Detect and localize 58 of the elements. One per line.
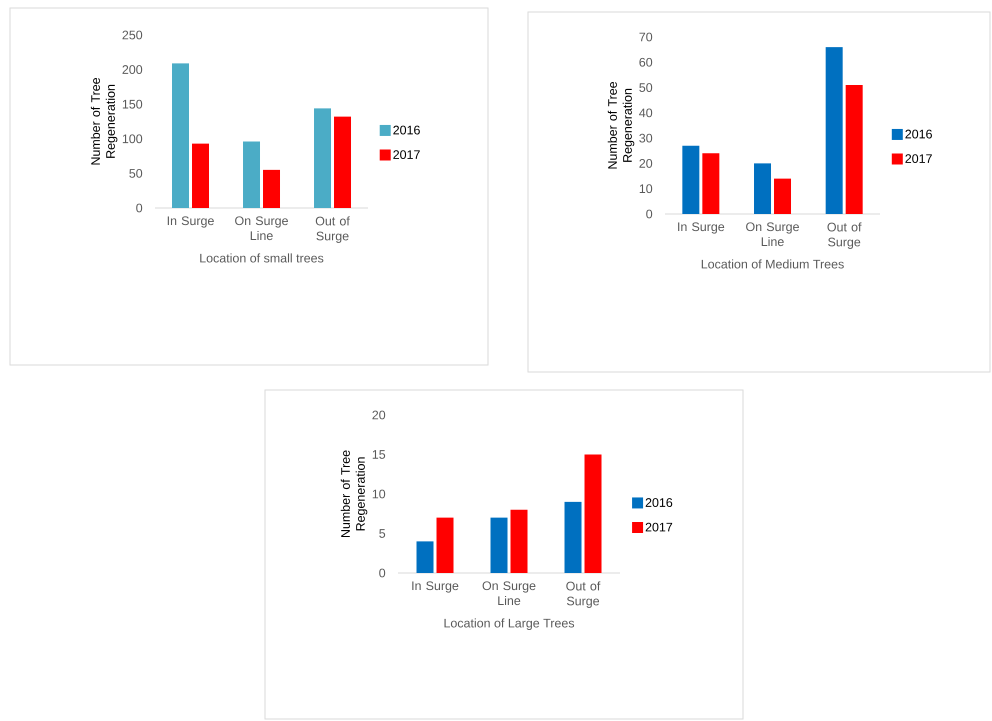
bar (172, 63, 190, 208)
y-axis-title: Number of Tree Regeneration (90, 78, 118, 165)
y-axis-title: Number of Tree Regeneration (608, 82, 634, 169)
y-tick-label: 60 (639, 58, 652, 67)
bar (584, 454, 602, 573)
bar (334, 116, 352, 208)
x-tick-label: On Surge Line (235, 216, 288, 240)
bar (192, 144, 210, 208)
bar (564, 502, 582, 573)
y-tick-label: 0 (379, 568, 386, 578)
x-axis-title: Location of Medium Trees (702, 259, 844, 269)
bar (774, 178, 792, 214)
y-axis-title: Number of Tree Regeneration (340, 450, 368, 538)
y-tick-label: 30 (639, 134, 652, 143)
bar (416, 541, 434, 573)
bar (754, 163, 772, 214)
x-tick-label: Out of Surge (316, 216, 350, 243)
y-tick-label: 5 (379, 529, 386, 538)
bar (490, 518, 508, 573)
bar (846, 85, 863, 214)
y-tick-label: 50 (129, 168, 142, 178)
bar (702, 153, 720, 214)
y-tick-label: 70 (639, 32, 652, 42)
legend-label: 2017 (905, 154, 932, 164)
y-tick-label: 40 (639, 108, 652, 118)
x-tick-label: Out of Surge (827, 222, 862, 249)
bar (826, 47, 843, 214)
x-tick-label: In Surge (678, 222, 724, 234)
x-tick-label: Out of Surge (566, 581, 600, 608)
legend-label: 2016 (393, 126, 420, 134)
x-tick-label: In Surge (412, 581, 458, 593)
x-tick-label: In Surge (168, 216, 214, 228)
y-tick-label: 10 (372, 490, 386, 498)
bar (682, 146, 700, 214)
bar (263, 170, 280, 208)
legend-label: 2017 (393, 150, 420, 160)
bar (243, 142, 260, 208)
x-axis-title: Location of small trees (200, 253, 324, 263)
y-tick-label: 0 (136, 204, 142, 212)
y-tick-label: 100 (122, 134, 142, 144)
x-tick-label: On Surge Line (482, 581, 536, 606)
y-tick-label: 15 (372, 450, 386, 459)
y-tick-label: 10 (640, 184, 652, 194)
y-tick-label: 0 (646, 210, 652, 218)
y-tick-label: 20 (639, 159, 652, 168)
bar (436, 518, 454, 573)
x-axis-title: Location of Large Trees (444, 618, 574, 630)
x-tick-label: On Surge Line (746, 222, 799, 246)
y-tick-label: 20 (372, 410, 386, 420)
bar (314, 108, 332, 208)
legend-label: 2017 (646, 522, 672, 532)
bar (510, 510, 528, 573)
y-tick-label: 150 (122, 100, 142, 109)
legend-label: 2016 (646, 498, 672, 507)
y-tick-label: 250 (122, 30, 142, 40)
y-tick-label: 200 (122, 65, 142, 74)
legend-label: 2016 (905, 130, 932, 138)
y-tick-label: 50 (639, 83, 652, 92)
